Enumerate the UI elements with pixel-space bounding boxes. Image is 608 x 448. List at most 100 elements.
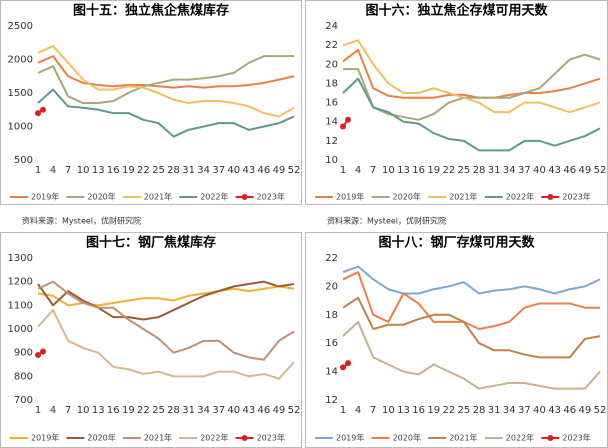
y-tick-label: 20 bbox=[325, 59, 338, 70]
x-tick-label: 1 bbox=[340, 165, 346, 176]
source-note: 资料来源：Mysteel，优财研究院 bbox=[22, 216, 141, 226]
y-tick-label: 900 bbox=[14, 348, 33, 359]
x-tick-label: 43 bbox=[242, 165, 255, 176]
legend-label: 2022年 bbox=[200, 192, 228, 202]
y-tick-label: 1000 bbox=[8, 122, 33, 133]
y-tick-label: 1300 bbox=[8, 253, 33, 264]
x-tick-label: 13 bbox=[397, 165, 410, 176]
y-tick-label: 2500 bbox=[8, 21, 33, 32]
x-tick-label: 25 bbox=[458, 165, 471, 176]
y-tick-label: 16 bbox=[325, 338, 338, 349]
data-point bbox=[40, 106, 47, 113]
legend-label: 2021年 bbox=[449, 433, 477, 443]
data-line bbox=[343, 53, 601, 121]
data-point bbox=[340, 123, 346, 130]
chart-title: 图十五：独立焦企焦煤库存 bbox=[73, 3, 229, 19]
x-tick-label: 28 bbox=[167, 165, 180, 176]
legend-label: 2019年 bbox=[31, 192, 59, 202]
x-tick-label: 25 bbox=[458, 405, 471, 416]
legend-label: 2019年 bbox=[336, 192, 364, 202]
x-tick-label: 25 bbox=[152, 165, 165, 176]
x-tick-label: 52 bbox=[594, 405, 607, 416]
legend-marker bbox=[547, 435, 554, 441]
data-line bbox=[342, 265, 601, 295]
x-tick-label: 28 bbox=[473, 165, 486, 176]
source-note: 资料来源：Mysteel，优财研究院 bbox=[327, 216, 446, 226]
legend-label: 2019年 bbox=[31, 433, 59, 443]
x-tick-label: 37 bbox=[212, 165, 225, 176]
data-line bbox=[37, 55, 294, 105]
x-tick-label: 52 bbox=[594, 165, 607, 176]
x-tick-label: 22 bbox=[442, 165, 455, 176]
y-tick-label: 14 bbox=[325, 367, 338, 378]
legend-label: 2019年 bbox=[336, 433, 364, 443]
data-line bbox=[342, 296, 601, 359]
data-line bbox=[342, 48, 601, 99]
x-tick-label: 13 bbox=[397, 405, 410, 416]
data-line bbox=[342, 39, 601, 114]
legend-label: 2020年 bbox=[87, 192, 115, 202]
x-tick-label: 1 bbox=[35, 405, 41, 416]
x-tick-label: 40 bbox=[533, 405, 546, 416]
x-tick-label: 16 bbox=[107, 405, 120, 416]
x-tick-label: 7 bbox=[65, 165, 71, 176]
chart-title: 图十六：独立焦企存煤可用天数 bbox=[365, 3, 548, 19]
x-tick-label: 49 bbox=[273, 165, 286, 176]
legend-label: 2023年 bbox=[562, 192, 590, 202]
x-tick-label: 13 bbox=[92, 405, 105, 416]
x-tick-label: 4 bbox=[50, 405, 56, 416]
data-point bbox=[345, 360, 352, 367]
x-tick-label: 19 bbox=[122, 165, 135, 176]
legend-label: 2020年 bbox=[393, 433, 421, 443]
x-tick-label: 49 bbox=[273, 405, 286, 416]
x-tick-label: 49 bbox=[579, 405, 592, 416]
chart-title: 图十七：钢厂焦煤库存 bbox=[86, 235, 216, 251]
legend-label: 2022年 bbox=[506, 192, 534, 202]
x-tick-label: 37 bbox=[518, 165, 531, 176]
y-tick-label: 18 bbox=[325, 78, 338, 89]
data-line bbox=[342, 77, 601, 152]
x-tick-label: 31 bbox=[182, 405, 195, 416]
data-point bbox=[345, 116, 352, 123]
y-tick-label: 12 bbox=[325, 136, 338, 147]
legend-label: 2023年 bbox=[257, 192, 285, 202]
x-tick-label: 19 bbox=[427, 165, 440, 176]
x-tick-label: 46 bbox=[563, 405, 576, 416]
x-tick-label: 52 bbox=[288, 405, 301, 416]
x-tick-label: 10 bbox=[77, 165, 90, 176]
y-tick-label: 20 bbox=[325, 281, 338, 292]
y-tick-label: 1100 bbox=[8, 300, 33, 311]
data-line bbox=[37, 280, 295, 361]
legend-marker bbox=[547, 194, 554, 200]
x-tick-label: 7 bbox=[65, 405, 71, 416]
x-tick-label: 40 bbox=[533, 165, 546, 176]
x-tick-label: 10 bbox=[77, 405, 90, 416]
y-tick-label: 500 bbox=[14, 155, 33, 166]
x-tick-label: 43 bbox=[242, 405, 255, 416]
y-tick-label: 22 bbox=[325, 253, 338, 264]
x-tick-label: 10 bbox=[382, 165, 395, 176]
y-tick-label: 22 bbox=[325, 40, 338, 51]
data-point bbox=[40, 348, 47, 355]
legend-marker bbox=[241, 194, 248, 200]
x-tick-label: 1 bbox=[340, 405, 346, 416]
x-tick-label: 34 bbox=[197, 405, 210, 416]
x-tick-label: 40 bbox=[227, 405, 240, 416]
legend-label: 2023年 bbox=[562, 433, 590, 443]
x-tick-label: 25 bbox=[152, 405, 165, 416]
x-tick-label: 16 bbox=[107, 165, 120, 176]
x-tick-label: 4 bbox=[355, 405, 361, 416]
x-tick-label: 46 bbox=[563, 165, 576, 176]
data-line bbox=[342, 271, 600, 330]
x-tick-label: 49 bbox=[579, 165, 592, 176]
y-tick-label: 12 bbox=[325, 395, 338, 406]
x-tick-label: 52 bbox=[288, 165, 301, 176]
x-tick-label: 46 bbox=[258, 165, 271, 176]
y-tick-label: 700 bbox=[14, 395, 33, 406]
data-line bbox=[37, 285, 295, 307]
y-tick-label: 18 bbox=[325, 310, 338, 321]
x-tick-label: 16 bbox=[412, 405, 425, 416]
legend-label: 2020年 bbox=[393, 192, 421, 202]
legend-label: 2021年 bbox=[144, 433, 172, 443]
